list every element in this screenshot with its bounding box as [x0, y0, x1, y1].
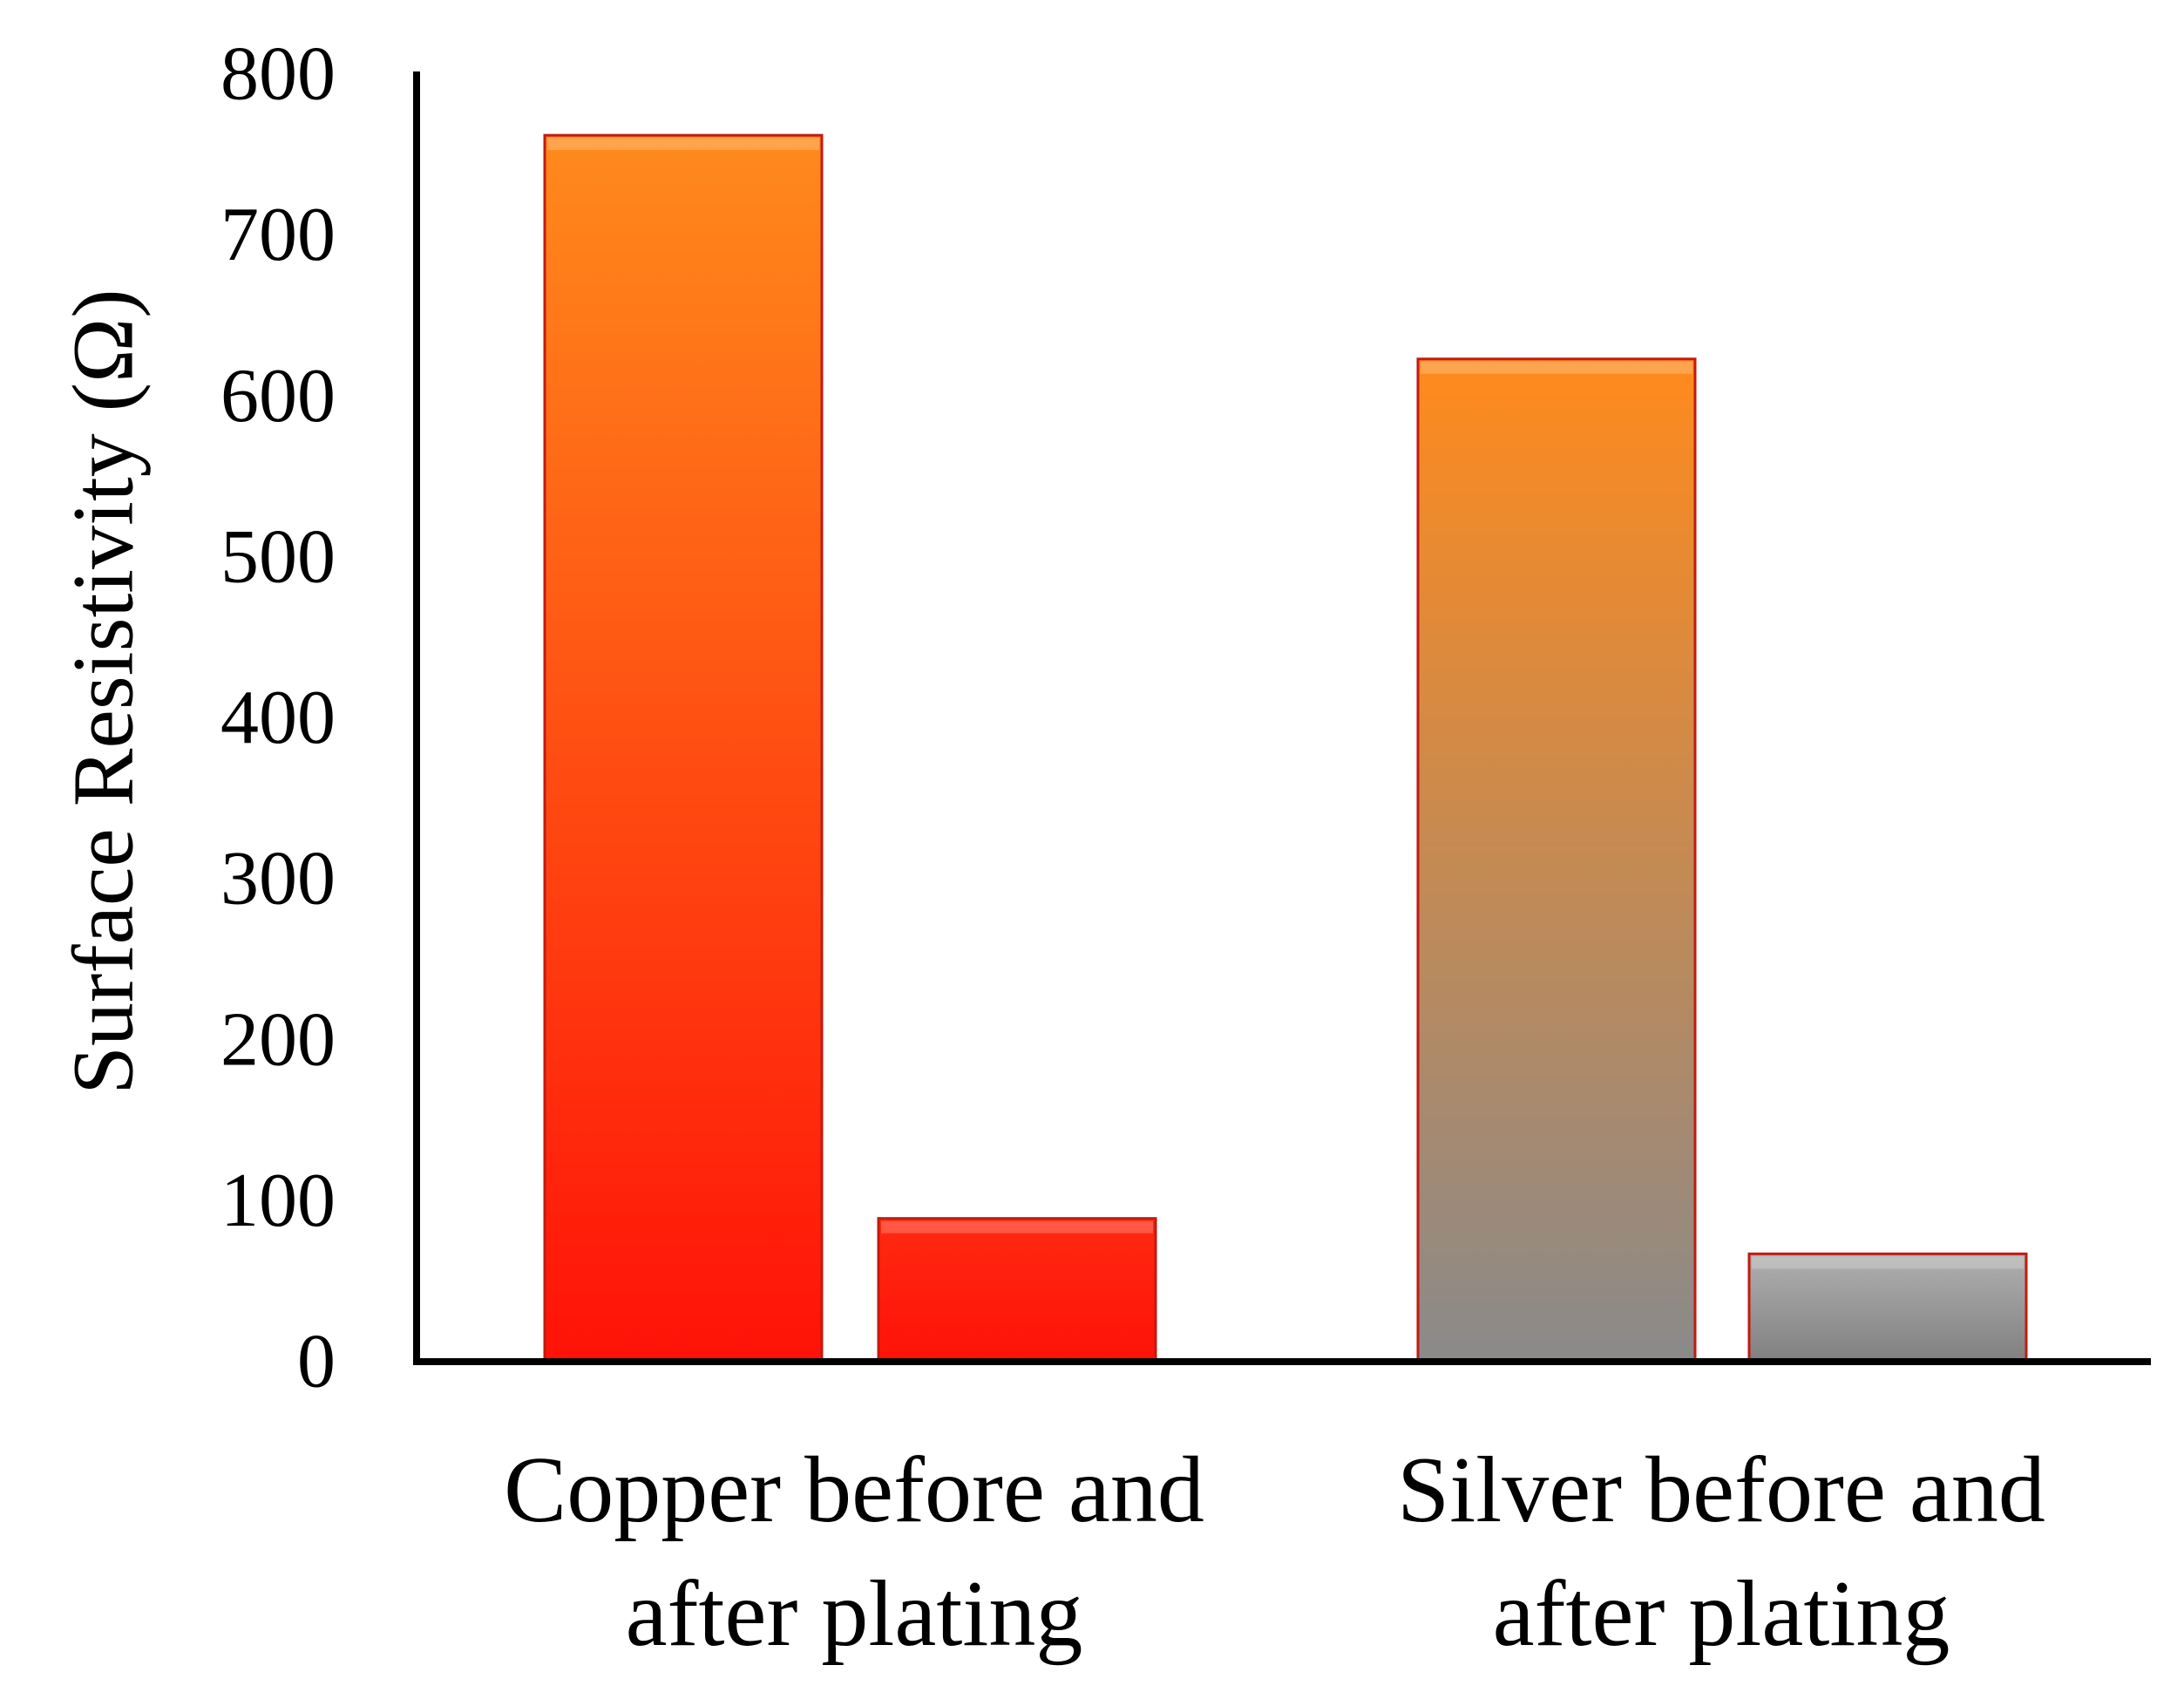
y-tick-label: 100 — [220, 1159, 336, 1243]
y-tick-label: 0 — [297, 1320, 336, 1404]
y-tick-label: 300 — [220, 837, 336, 921]
y-axis-title: Surface Resistivity (Ω) — [55, 289, 152, 1094]
bar — [543, 133, 824, 1363]
category-labels: Copper before and after plating Silver bef… — [504, 1438, 2045, 1666]
bar-highlight — [1752, 1256, 2024, 1269]
category-label: Copper before and after plating — [504, 1438, 1204, 1666]
bar-highlight — [881, 1220, 1153, 1234]
bar — [1747, 1252, 2028, 1363]
bar-highlight — [1421, 361, 1692, 374]
bar — [877, 1217, 1157, 1363]
bars — [543, 133, 2028, 1363]
y-tick-label: 200 — [220, 997, 336, 1082]
category-label: Silver before and after plating — [1397, 1438, 2045, 1666]
y-axis-ticks: 0 100 200 300 400 500 600 700 800 — [220, 32, 336, 1404]
y-tick-label: 800 — [220, 32, 336, 117]
y-tick-label: 500 — [220, 514, 336, 599]
y-tick-label: 700 — [220, 193, 336, 277]
bar-highlight — [547, 138, 819, 151]
y-tick-label: 600 — [220, 354, 336, 438]
bar — [1416, 357, 1697, 1363]
y-tick-label: 400 — [220, 676, 336, 760]
